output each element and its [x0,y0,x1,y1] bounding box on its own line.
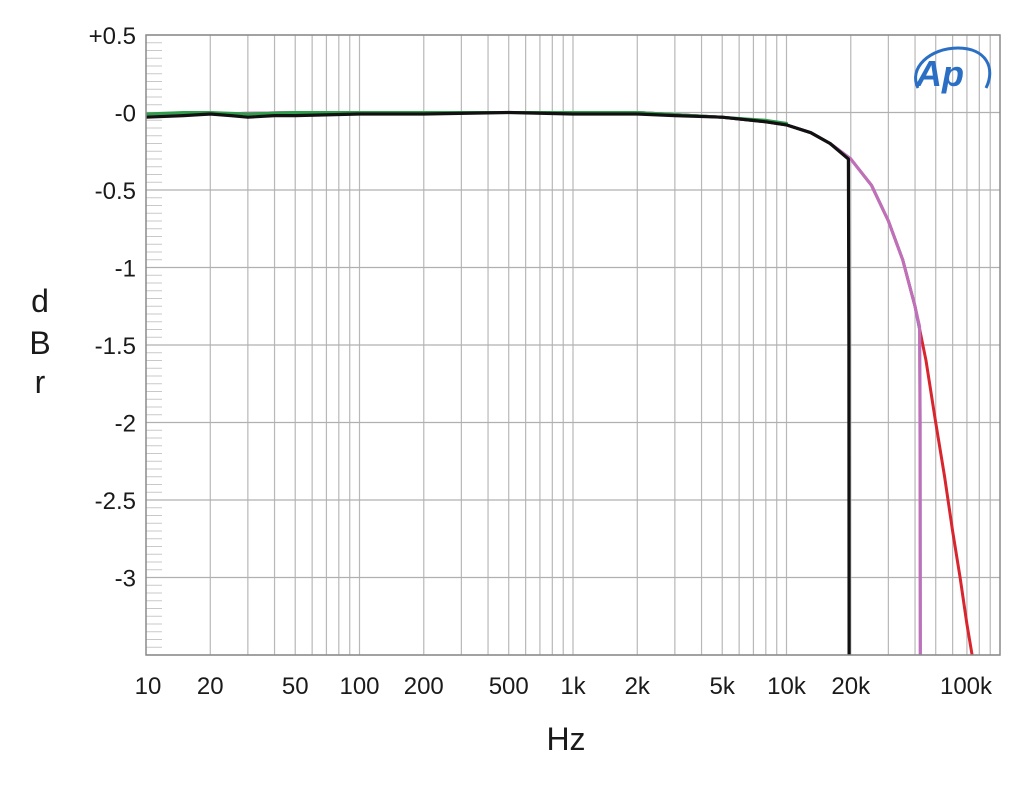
x-tick-label: 100 [339,673,379,700]
x-tick-label: 100k [940,673,993,700]
x-tick-label: 5k [710,673,736,700]
x-tick-label: 50 [282,673,309,700]
series-group [146,110,974,655]
ap-logo: Ap [914,46,992,94]
y-tick-label: -1.5 [95,333,136,360]
y-tick-label: -2 [115,411,136,438]
x-tick-label: 20 [197,673,224,700]
y-axis-title-letter-1: d [31,283,49,319]
x-tick-label: 1k [560,673,586,700]
y-tick-label: -2.5 [95,488,136,515]
x-tick-labels: 10 20 50 100 200 500 1k 2k 5k 10k 20k 100k [135,673,993,700]
y-axis-title-letter-2: B [29,325,50,361]
series-line-5 [146,110,851,655]
y-tick-label: -0 [115,101,136,128]
y-tick-label: -1 [115,256,136,283]
x-tick-label: 500 [489,673,529,700]
x-tick-label: 10 [135,673,162,700]
x-tick-label: 2k [625,673,651,700]
y-tick-label: -0.5 [95,178,136,205]
x-tick-label: 20k [831,673,871,700]
plot-frame [145,34,1001,656]
y-tick-label: -3 [115,566,136,593]
y-axis-title-letter-3: r [35,364,46,400]
x-tick-label: 10k [767,673,807,700]
y-tick-label: +0.5 [89,23,136,50]
y-tick-labels: +0.5 -0 -0.5 -1 -1.5 -2 -2.5 -3 [89,23,136,593]
x-axis-title: Hz [546,721,585,757]
svg-text:Ap: Ap [915,53,964,94]
x-tick-label: 200 [404,673,444,700]
